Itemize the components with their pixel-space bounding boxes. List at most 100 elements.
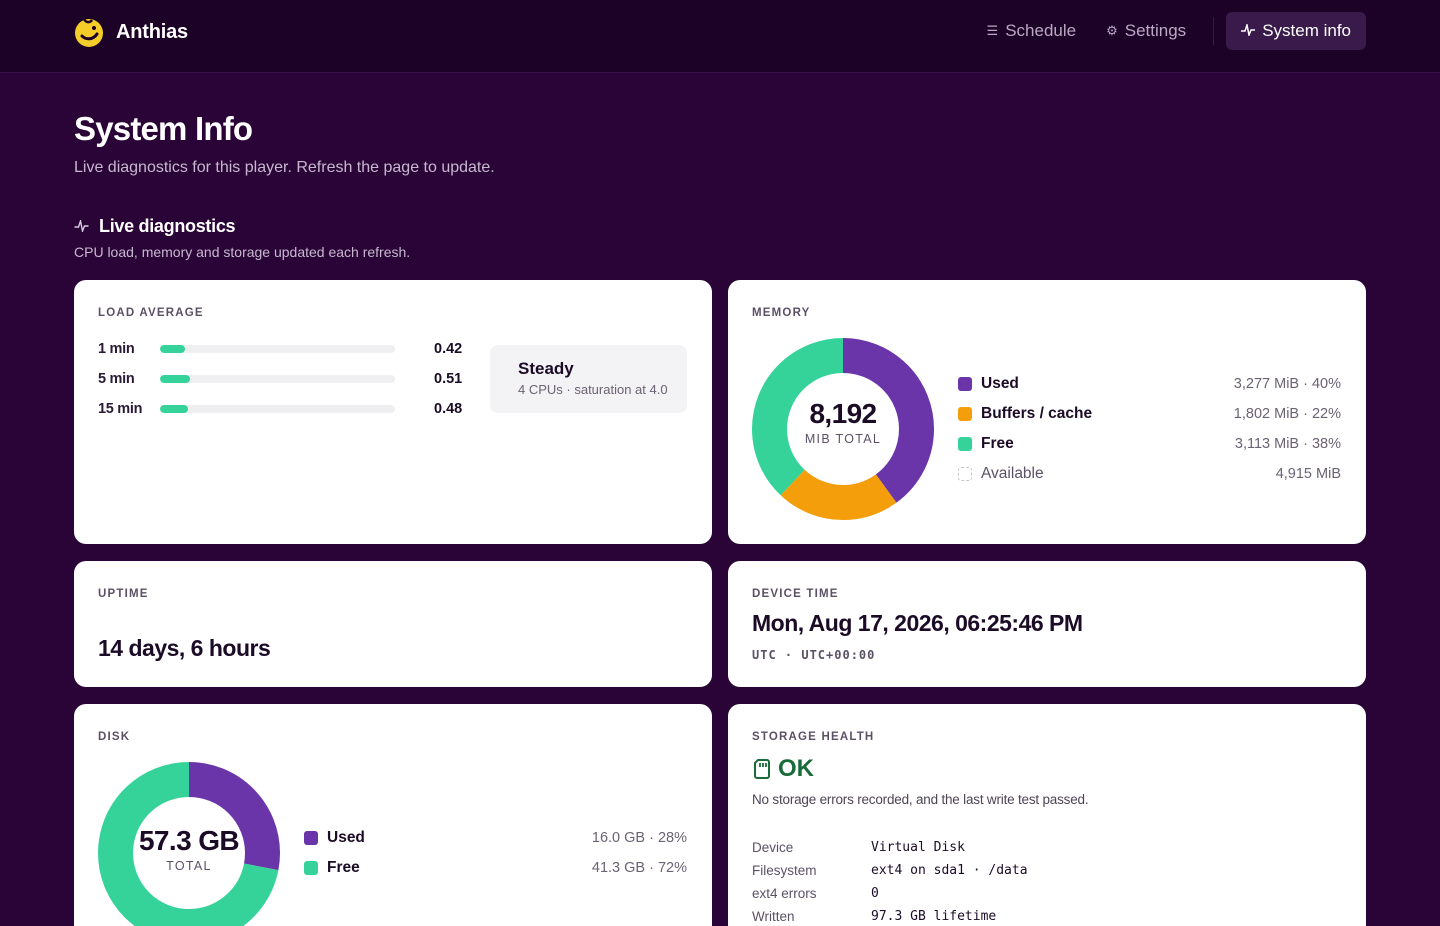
load-value: 0.42 bbox=[434, 341, 463, 357]
storage-detail-row: Written 97.3 GB lifetime bbox=[752, 907, 996, 925]
load-name: 5 min bbox=[98, 371, 135, 387]
detail-key: Written bbox=[752, 908, 795, 924]
memory-total: 8,192 MIB TOTAL bbox=[752, 398, 934, 446]
legend-item: Used 16.0 GB · 28% bbox=[304, 828, 687, 848]
detail-key: Device bbox=[752, 839, 794, 855]
load-row: 5 min 0.51 bbox=[98, 369, 468, 389]
uptime-card: UPTIME 14 days, 6 hours bbox=[74, 561, 712, 687]
legend-label: Free bbox=[327, 859, 360, 876]
legend-value: 3,277 MiB · 40% bbox=[1233, 376, 1341, 392]
detail-key: ext4 errors bbox=[752, 885, 817, 901]
legend-value: 41.3 GB · 72% bbox=[591, 860, 687, 876]
legend-value: 3,113 MiB · 38% bbox=[1234, 436, 1341, 452]
disk-donut-chart bbox=[98, 762, 280, 926]
section-title: Live diagnostics bbox=[99, 216, 236, 236]
disk-slice-free bbox=[98, 762, 280, 926]
card-label: UPTIME bbox=[98, 588, 149, 600]
memory-donut-chart bbox=[752, 338, 934, 520]
legend-swatch bbox=[958, 437, 972, 451]
load-value: 0.48 bbox=[434, 401, 463, 417]
card-label: DISK bbox=[98, 731, 131, 743]
storage-detail-row: Filesystem ext4 on sda1 · /data bbox=[752, 861, 1028, 879]
legend-item: Used 3,277 MiB · 40% bbox=[958, 374, 1341, 394]
anthias-logo-icon bbox=[75, 18, 103, 47]
page-title: System Info bbox=[74, 110, 253, 147]
load-row: 1 min 0.42 bbox=[98, 339, 468, 359]
disk-total-unit: TOTAL bbox=[166, 859, 212, 873]
detail-value: ext4 on sda1 · /data bbox=[871, 862, 1028, 878]
load-bar-fill bbox=[160, 405, 189, 413]
card-label: DEVICE TIME bbox=[752, 588, 839, 600]
storage-health-subtitle: No storage errors recorded, and the last… bbox=[752, 792, 1089, 807]
disk-total-value: 57.3 GB bbox=[138, 825, 240, 856]
memory-slice-buffers-cache bbox=[752, 338, 934, 520]
brand[interactable]: Anthias bbox=[74, 17, 188, 47]
legend-swatch bbox=[958, 407, 972, 421]
card-label: STORAGE HEALTH bbox=[752, 731, 875, 743]
storage-detail-row: ext4 errors 0 bbox=[752, 884, 879, 902]
pulse-icon bbox=[1241, 21, 1256, 39]
load-average-card: LOAD AVERAGE 1 min 0.42 5 min 0.51 15 mi… bbox=[74, 280, 712, 544]
memory-slice-free bbox=[752, 338, 934, 520]
uptime-value: 14 days, 6 hours bbox=[98, 635, 271, 661]
disk-card: DISK 57.3 GB TOTAL Used 16.0 GB · 28% Fr… bbox=[74, 704, 712, 926]
legend-item: Buffers / cache 1,802 MiB · 22% bbox=[958, 404, 1341, 424]
legend-label: Used bbox=[327, 829, 365, 846]
nav-divider bbox=[1213, 17, 1215, 45]
brand-name: Anthias bbox=[116, 20, 188, 43]
storage-status-text: OK bbox=[778, 755, 814, 782]
load-bar bbox=[160, 345, 395, 353]
load-status-subtitle: 4 CPUs · saturation at 4.0 bbox=[518, 382, 668, 397]
storage-status: OK bbox=[752, 755, 814, 783]
device-time-card: DEVICE TIME Mon, Aug 17, 2026, 06:25:46 … bbox=[728, 561, 1366, 687]
storage-detail-row: Device Virtual Disk bbox=[752, 838, 965, 856]
section-subtitle: CPU load, memory and storage updated eac… bbox=[74, 244, 411, 260]
detail-key: Filesystem bbox=[752, 862, 817, 878]
schedule-icon: ☰ bbox=[986, 23, 999, 38]
legend-swatch bbox=[304, 831, 318, 845]
main-nav: ☰ Schedule ⚙ Settings System info bbox=[972, 12, 1366, 50]
memory-total-unit: MIB TOTAL bbox=[804, 432, 882, 446]
nav-system-info-label: System info bbox=[1262, 21, 1351, 40]
legend-value: 16.0 GB · 28% bbox=[591, 830, 687, 846]
device-time-value: Mon, Aug 17, 2026, 06:25:46 PM bbox=[752, 610, 1083, 636]
load-bar bbox=[160, 375, 395, 383]
load-status-box: Steady 4 CPUs · saturation at 4.0 bbox=[490, 345, 687, 413]
legend-swatch bbox=[958, 467, 972, 481]
detail-value: Virtual Disk bbox=[871, 839, 965, 855]
load-value: 0.51 bbox=[434, 371, 463, 387]
load-name: 1 min bbox=[98, 341, 135, 357]
load-row: 15 min 0.48 bbox=[98, 399, 468, 419]
memory-total-value: 8,192 bbox=[809, 398, 877, 429]
section-header: Live diagnostics bbox=[74, 216, 236, 237]
pulse-icon bbox=[74, 217, 89, 235]
legend-label: Available bbox=[981, 465, 1044, 482]
legend-label: Buffers / cache bbox=[981, 405, 1093, 422]
load-bar-fill bbox=[160, 345, 185, 353]
card-label: LOAD AVERAGE bbox=[98, 307, 204, 319]
nav-schedule[interactable]: ☰ Schedule bbox=[972, 12, 1092, 50]
nav-schedule-label: Schedule bbox=[1005, 21, 1077, 40]
legend-swatch bbox=[304, 861, 318, 875]
load-bar-fill bbox=[160, 375, 190, 383]
legend-swatch bbox=[958, 377, 972, 391]
disk-total: 57.3 GB TOTAL bbox=[98, 825, 280, 873]
device-timezone: UTC · UTC+00:00 bbox=[752, 648, 876, 662]
legend-label: Used bbox=[981, 375, 1019, 392]
legend-item: Free 3,113 MiB · 38% bbox=[958, 434, 1341, 454]
legend-item: Available 4,915 MiB bbox=[958, 464, 1341, 484]
load-name: 15 min bbox=[98, 401, 143, 417]
nav-settings-label: Settings bbox=[1124, 21, 1187, 40]
load-status-title: Steady bbox=[518, 359, 574, 378]
nav-system-info[interactable]: System info bbox=[1226, 12, 1366, 50]
legend-value: 1,802 MiB · 22% bbox=[1233, 406, 1341, 422]
nav-settings[interactable]: ⚙ Settings bbox=[1091, 12, 1201, 50]
gear-icon: ⚙ bbox=[1106, 23, 1118, 38]
legend-value: 4,915 MiB bbox=[1275, 466, 1341, 482]
sd-card-icon bbox=[754, 759, 770, 779]
memory-card: MEMORY 8,192 MIB TOTAL Used 3,277 MiB · … bbox=[728, 280, 1366, 544]
storage-health-card: STORAGE HEALTH OK No storage errors reco… bbox=[728, 704, 1366, 926]
page-subtitle: Live diagnostics for this player. Refres… bbox=[74, 159, 495, 176]
legend-label: Free bbox=[981, 435, 1014, 452]
detail-value: 0 bbox=[871, 885, 879, 901]
